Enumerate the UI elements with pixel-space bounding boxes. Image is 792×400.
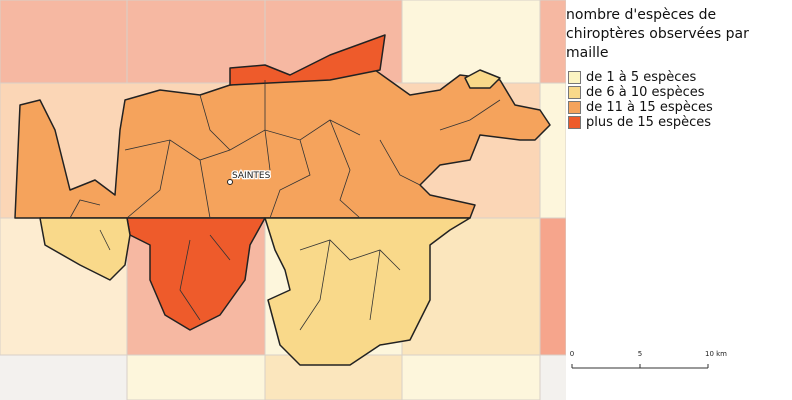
- legend: nombre d'espèces de chiroptères observée…: [566, 6, 790, 130]
- legend-label: de 11 à 15 espèces: [586, 100, 713, 115]
- legend-item: de 1 à 5 espèces: [566, 70, 790, 85]
- legend-swatch: [568, 101, 581, 114]
- legend-item: de 6 à 10 espèces: [566, 85, 790, 100]
- legend-item: plus de 15 espèces: [566, 115, 790, 130]
- legend-items: de 1 à 5 espèces de 6 à 10 espèces de 11 à…: [566, 70, 790, 130]
- map: SAINTES: [0, 0, 566, 400]
- scale-label: 10 km: [704, 350, 728, 358]
- city-label: SAINTES: [232, 171, 271, 181]
- legend-item: de 11 à 15 espèces: [566, 100, 790, 115]
- scale-label: 5: [637, 350, 643, 358]
- legend-swatch: [568, 116, 581, 129]
- scale-label: 0: [569, 350, 575, 358]
- scale-bar: [571, 364, 709, 369]
- legend-swatch: [568, 86, 581, 99]
- legend-label: de 6 à 10 espèces: [586, 85, 705, 100]
- legend-swatch: [568, 71, 581, 84]
- legend-title: nombre d'espèces de chiroptères observée…: [566, 7, 749, 61]
- legend-label: plus de 15 espèces: [586, 115, 712, 130]
- legend-label: de 1 à 5 espèces: [586, 70, 697, 85]
